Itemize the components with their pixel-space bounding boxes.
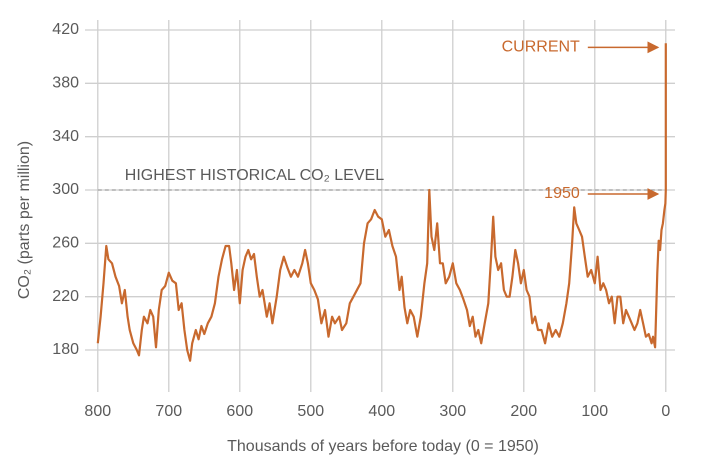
y-tick-label: 380 bbox=[52, 75, 79, 92]
x-tick-label: 300 bbox=[439, 403, 466, 420]
x-tick-label: 400 bbox=[368, 403, 395, 420]
data-line bbox=[96, 43, 667, 362]
reference-label: HIGHEST HISTORICAL CO₂ LEVEL bbox=[125, 167, 384, 184]
y-tick-label: 220 bbox=[52, 288, 79, 305]
annotation-label: 1950 bbox=[544, 185, 580, 202]
x-tick-label: 200 bbox=[510, 403, 537, 420]
x-tick-label: 500 bbox=[297, 403, 324, 420]
y-tick-label: 340 bbox=[52, 128, 79, 145]
y-tick-label: 300 bbox=[52, 181, 79, 198]
x-tick-label: 100 bbox=[581, 403, 608, 420]
y-tick-label: 260 bbox=[52, 235, 79, 252]
x-tick-label: 0 bbox=[661, 403, 670, 420]
x-tick-label: 700 bbox=[155, 403, 182, 420]
y-axis-label: CO₂ (parts per million) bbox=[16, 141, 33, 299]
y-tick-label: 180 bbox=[52, 341, 79, 358]
x-tick-label: 800 bbox=[84, 403, 111, 420]
x-axis-label: Thousands of years before today (0 = 195… bbox=[227, 438, 539, 455]
annotation-label: CURRENT bbox=[502, 39, 580, 56]
x-tick-label: 600 bbox=[226, 403, 253, 420]
y-tick-label: 420 bbox=[52, 21, 79, 38]
